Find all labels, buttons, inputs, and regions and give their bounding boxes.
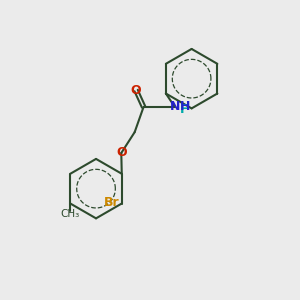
Text: Br: Br bbox=[103, 196, 119, 208]
Text: N: N bbox=[169, 100, 180, 113]
Text: CH₃: CH₃ bbox=[61, 209, 80, 219]
Text: O: O bbox=[116, 146, 127, 160]
Text: F: F bbox=[180, 103, 188, 116]
Text: H: H bbox=[180, 100, 190, 113]
Text: O: O bbox=[131, 84, 142, 97]
